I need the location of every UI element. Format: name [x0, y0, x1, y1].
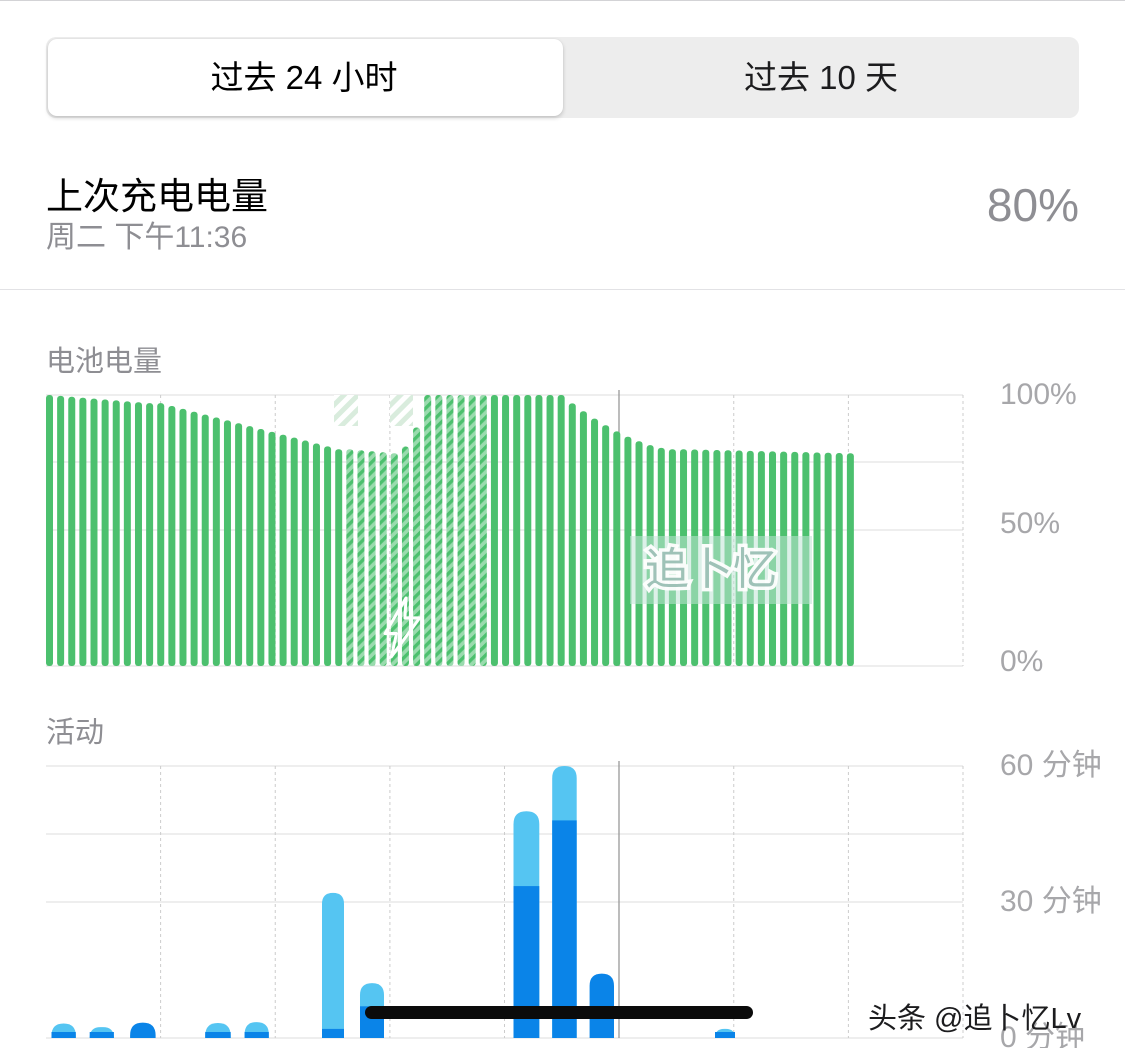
svg-text:100%: 100%: [1000, 378, 1077, 411]
svg-text:30 分钟: 30 分钟: [1000, 885, 1102, 918]
svg-text:60 分钟: 60 分钟: [1000, 749, 1102, 782]
svg-text:头条 @追卜忆Lv: 头条 @追卜忆Lv: [868, 1002, 1082, 1035]
svg-text:50%: 50%: [1000, 507, 1060, 540]
svg-text:0%: 0%: [1000, 645, 1043, 678]
svg-text:追卜忆: 追卜忆: [645, 545, 777, 594]
